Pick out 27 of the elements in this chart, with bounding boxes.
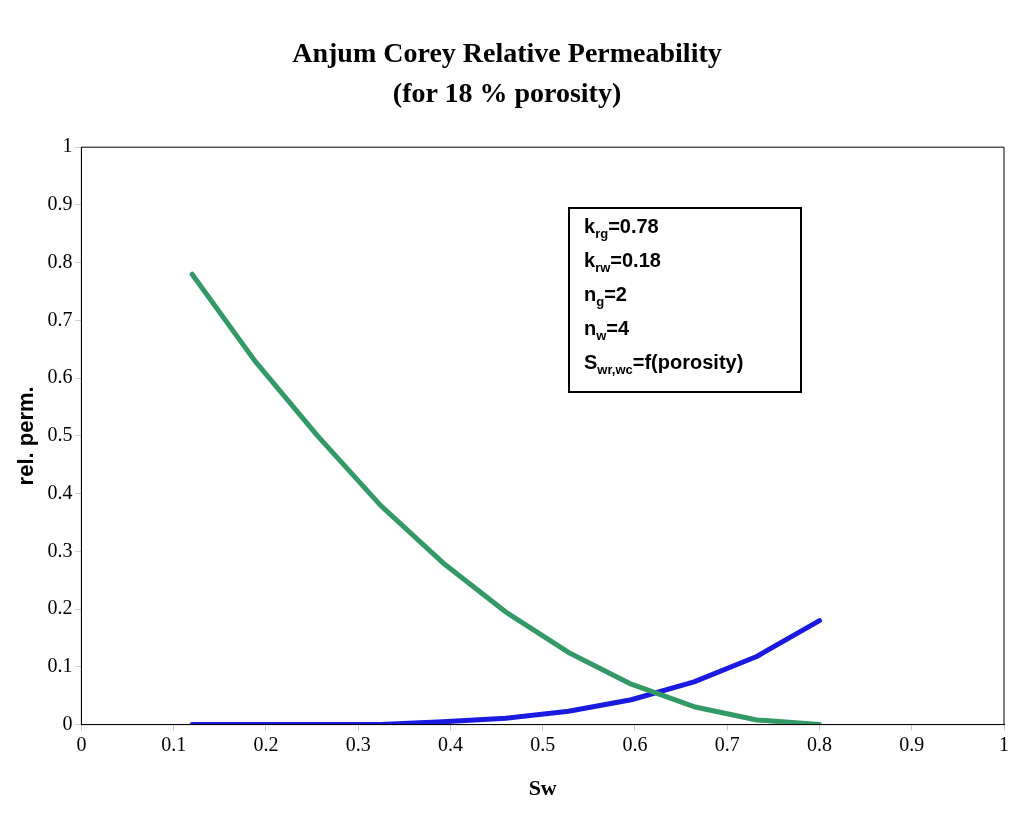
y-tick-label: 0.7 (47, 307, 73, 330)
x-tick-label: 0.3 (345, 732, 371, 755)
x-tick-label: 0.9 (899, 732, 925, 755)
y-tick-label: 0.9 (47, 192, 73, 215)
x-tick-label: 0.4 (437, 732, 463, 755)
x-axis-title: Sw (528, 775, 557, 801)
y-tick-label: 0.1 (47, 654, 73, 677)
x-tick-label: 0.1 (161, 732, 187, 755)
x-tick-label: 0.6 (622, 732, 648, 755)
y-tick-label: 0.2 (47, 596, 73, 619)
y-tick-label: 0.5 (47, 423, 73, 446)
chart-subtitle: (for 18 % porosity) (392, 76, 622, 108)
x-tick-label: 0.5 (530, 732, 556, 755)
y-tick-label: 0 (62, 711, 73, 734)
x-tick-label: 0.7 (714, 732, 740, 755)
y-tick-label: 0.4 (47, 480, 73, 503)
y-tick-label: 1 (62, 134, 73, 157)
chart-title: Anjum Corey Relative Permeability (292, 37, 722, 69)
x-tick-label: 0 (76, 732, 87, 755)
y-tick-label: 0.3 (47, 538, 73, 561)
text-box: k$_{rg}$=0.78 k$_{rw}$=0.18 n$_{g}$=2 n$_{w}$=4 S$_{wr,wc}$=f(porosity) (568, 207, 802, 393)
x-tick-label: 0.2 (253, 732, 279, 755)
x-tick-label: 1 (999, 732, 1009, 755)
y-tick-label: 0.8 (47, 249, 73, 272)
x-tick-label: 0.8 (806, 732, 832, 755)
y-tick-label: 0.6 (47, 365, 73, 388)
y-axis-title: rel. perm. (13, 386, 39, 486)
